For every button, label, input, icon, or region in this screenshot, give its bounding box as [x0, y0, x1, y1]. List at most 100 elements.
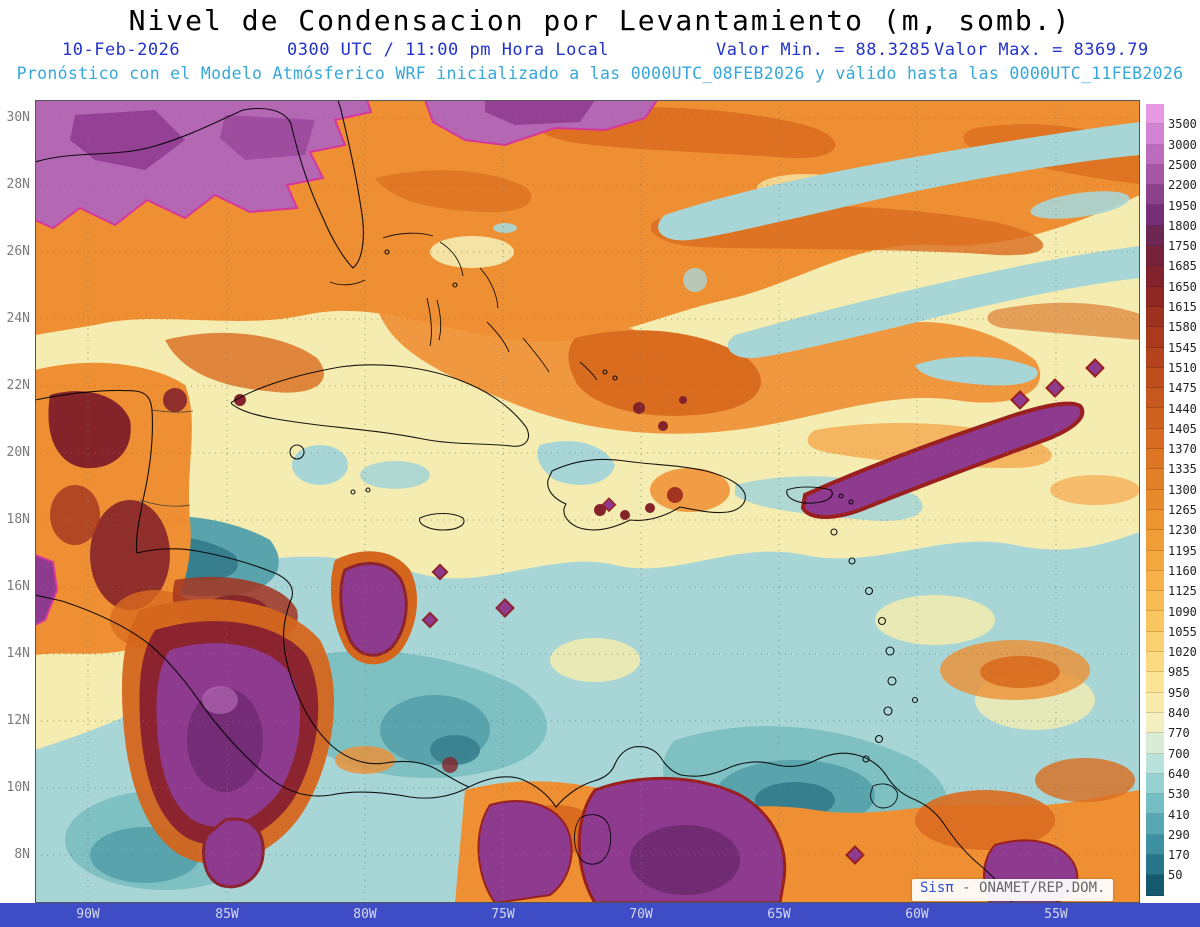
colorbar-tick-label: 1650: [1168, 279, 1197, 294]
lon-label: 60W: [905, 907, 929, 922]
colorbar-tick-label: 1160: [1168, 563, 1197, 578]
colorbar-swatch: [1146, 591, 1164, 612]
colorbar-tick-label: 1545: [1168, 340, 1197, 355]
colorbar-swatch: [1146, 428, 1164, 450]
valid-time: 0300 UTC / 11:00 pm Hora Local: [287, 40, 610, 60]
colorbar-swatch: [1146, 164, 1164, 186]
watermark-text: - ONAMET/REP.DOM.: [962, 880, 1106, 896]
colorbar-swatch: [1146, 388, 1164, 409]
colorbar-tick-label: 1335: [1168, 462, 1197, 477]
lat-label: 18N: [6, 512, 30, 527]
colorbar-swatch: [1146, 124, 1164, 145]
colorbar-swatch: [1146, 773, 1164, 795]
colorbar-tick-label: 985: [1168, 665, 1190, 680]
colorbar-swatch: [1146, 875, 1164, 896]
colorbar-tick-label: 1950: [1168, 198, 1197, 213]
colorbar-swatch: [1146, 631, 1164, 653]
colorbar-tick-label: 1580: [1168, 320, 1197, 335]
colorbar-tick-label: 640: [1168, 766, 1190, 781]
colorbar-tick-label: 950: [1168, 685, 1190, 700]
colorbar-tick-label: 1300: [1168, 482, 1197, 497]
lat-label: 24N: [6, 311, 30, 326]
colorbar-swatch: [1146, 854, 1164, 876]
colorbar-tick-label: 290: [1168, 827, 1190, 842]
lon-label: 55W: [1044, 907, 1068, 922]
colorbar-tick-label: 1750: [1168, 239, 1197, 254]
colorbar-tick-label: 3500: [1168, 117, 1197, 132]
colorbar-tick-label: 1055: [1168, 624, 1197, 639]
colorbar-swatch: [1146, 611, 1164, 632]
colorbar-tick-label: 1440: [1168, 401, 1197, 416]
colorbar-tick-label: 1615: [1168, 300, 1197, 314]
lon-label: 75W: [491, 907, 515, 922]
colorbar-tick-label: 770: [1168, 726, 1190, 741]
colorbar-swatch: [1146, 794, 1164, 815]
lat-label: 16N: [6, 579, 30, 594]
watermark-brand: Sisπ: [920, 880, 954, 896]
colorbar-swatch: [1146, 652, 1164, 673]
colorbar-swatch: [1146, 327, 1164, 348]
colorbar-swatch: [1146, 104, 1164, 125]
map-canvas: Sisπ - ONAMET/REP.DOM.: [35, 100, 1140, 903]
colorbar-swatch: [1146, 367, 1164, 389]
colorbar-tick-label: 1230: [1168, 523, 1197, 538]
colorbar-swatch: [1146, 306, 1164, 328]
lon-label: 80W: [353, 907, 377, 922]
colorbar-swatch: [1146, 286, 1164, 307]
colorbar-swatch: [1146, 408, 1164, 429]
coastlines: [35, 100, 1013, 903]
colorbar-tick-label: 1475: [1168, 381, 1197, 396]
colorbar-swatch: [1146, 144, 1164, 165]
colorbar-tick-label: 410: [1168, 807, 1190, 822]
colorbar-swatch: [1146, 570, 1164, 592]
colorbar-swatch: [1146, 834, 1164, 855]
lat-label: 14N: [6, 646, 30, 661]
lat-label: 22N: [6, 378, 30, 393]
colorbar-tick-label: 840: [1168, 706, 1190, 720]
colorbar-tick-label: 1265: [1168, 503, 1197, 517]
colorbar-tick-label: 1800: [1168, 218, 1197, 233]
colorbar-swatch: [1146, 753, 1164, 774]
colorbar-tick-label: 1090: [1168, 604, 1197, 619]
lat-label: 30N: [6, 110, 30, 125]
colorbar-tick-label: 700: [1168, 746, 1190, 761]
page-title: Nivel de Condensacion por Levantamiento …: [128, 4, 1072, 37]
colorbar-swatch: [1146, 530, 1164, 551]
colorbar-swatch: [1146, 449, 1164, 470]
colorbar-tick-label: 1370: [1168, 442, 1197, 457]
colorbar-swatch: [1146, 347, 1164, 368]
lat-label: 26N: [6, 244, 30, 259]
colorbar-swatch: [1146, 692, 1164, 713]
colorbar-swatch: [1146, 225, 1164, 247]
colorbar-swatch: [1146, 814, 1164, 835]
colorbar-tick-label: 1685: [1168, 259, 1197, 274]
lat-label: 20N: [6, 445, 30, 460]
lat-label: 28N: [6, 177, 30, 192]
colorbar-swatch: [1146, 469, 1164, 490]
map-frame: [35, 100, 1140, 903]
colorbar-tick-label: 1510: [1168, 360, 1197, 375]
colorbar-swatch: [1146, 672, 1164, 693]
colorbar-tick-label: 3000: [1168, 137, 1197, 152]
colorbar-tick-label: 1405: [1168, 421, 1197, 436]
colorbar-swatch: [1146, 509, 1164, 531]
colorbar-swatch: [1146, 712, 1164, 734]
colorbar-tick-label: 50: [1168, 868, 1183, 883]
lat-label: 8N: [14, 847, 30, 862]
colorbar-swatch: [1146, 246, 1164, 267]
max-value-label: Valor Max. = 8369.79: [934, 40, 1149, 60]
colorbar-swatch: [1146, 733, 1164, 754]
colorbar-swatch: [1146, 205, 1164, 226]
lon-label: 85W: [215, 907, 239, 922]
contour-map-svg: [35, 100, 1140, 903]
colorbar-tick-label: 530: [1168, 787, 1190, 802]
contour-field: [35, 100, 1140, 903]
watermark: Sisπ - ONAMET/REP.DOM.: [912, 879, 1114, 901]
colorbar-swatch: [1146, 550, 1164, 571]
colorbar-tick-label: 1195: [1168, 543, 1197, 558]
lon-label: 65W: [767, 907, 791, 922]
colorbar-swatch: [1146, 185, 1164, 206]
colorbar-tick-label: 2200: [1168, 178, 1197, 193]
footer-bar: 90W 85W 80W 75W 70W 65W 60W 55W: [0, 903, 1200, 927]
colorbar-swatch: [1146, 489, 1164, 510]
